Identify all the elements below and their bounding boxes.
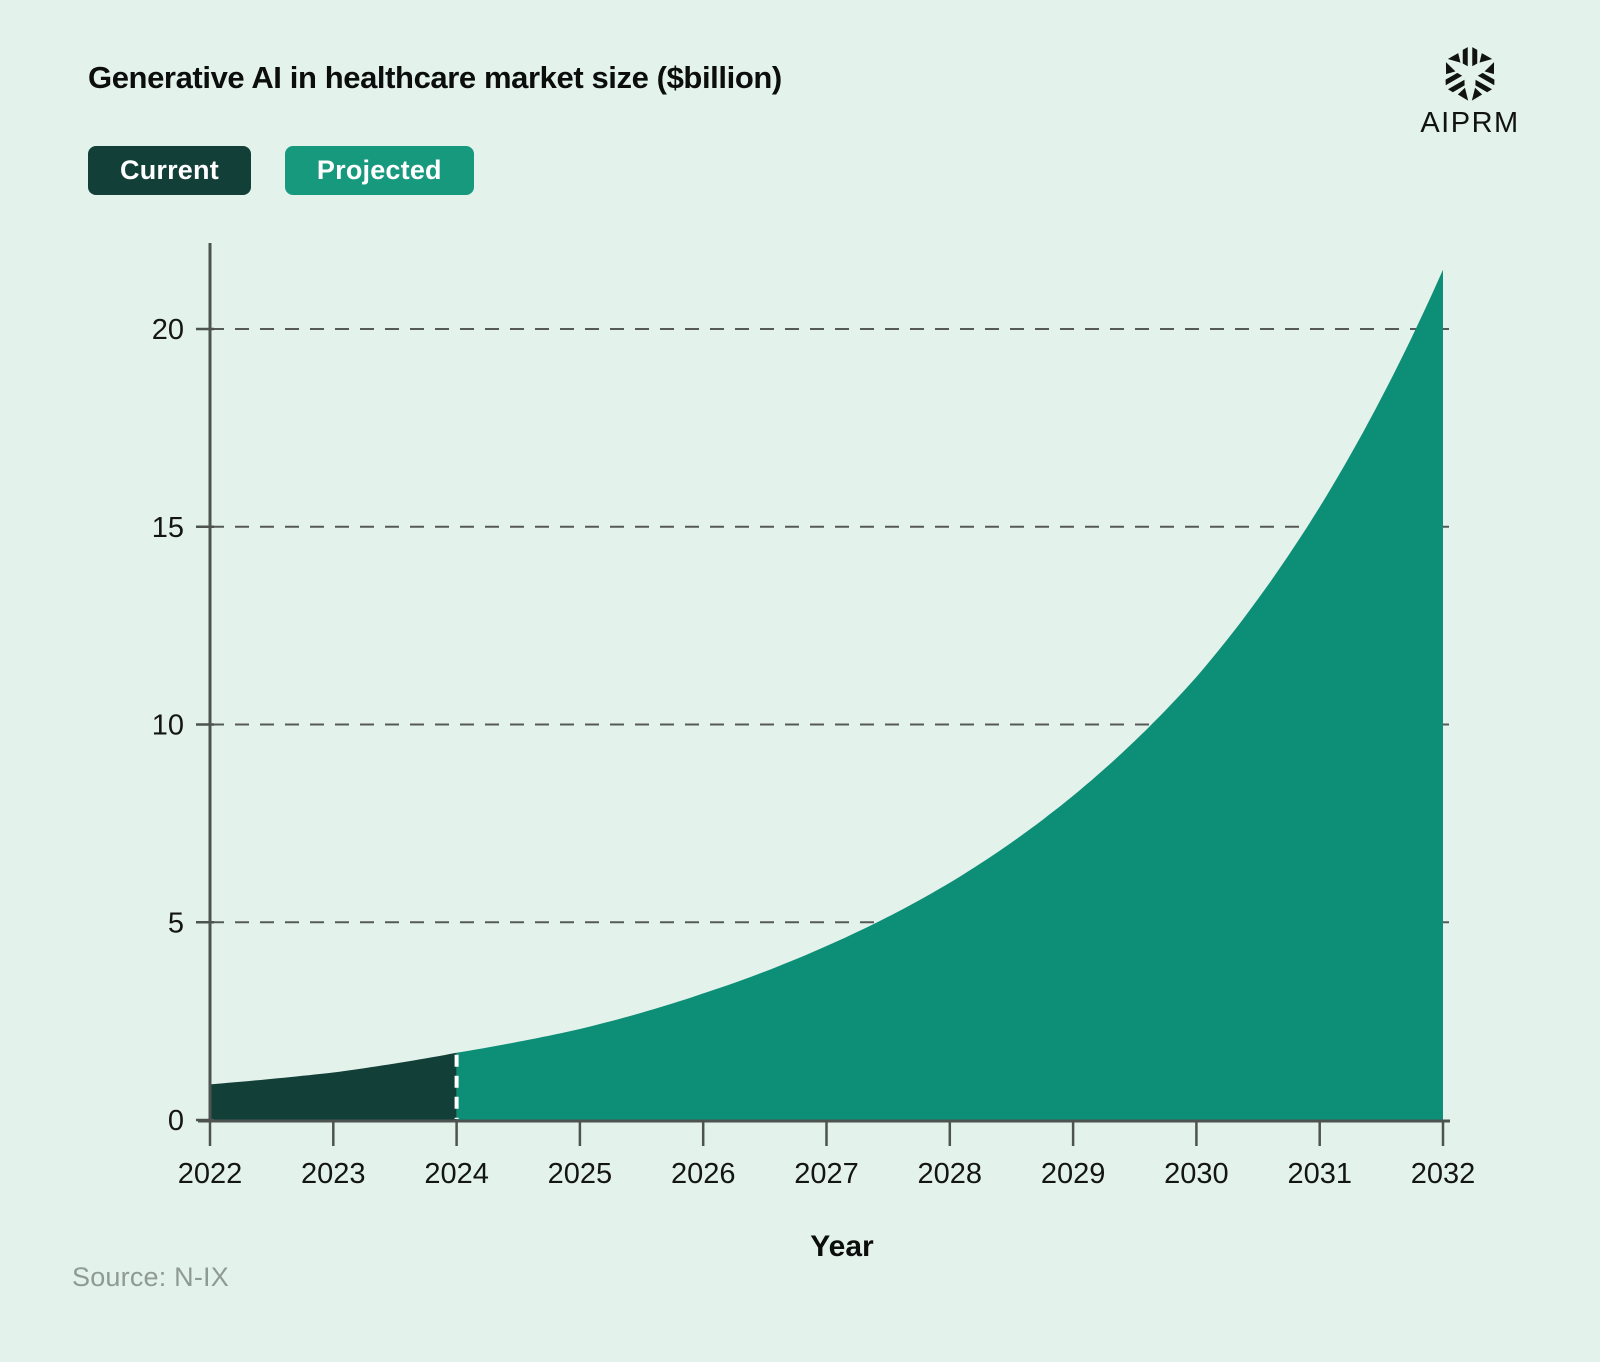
- x-tick-label-2032: 2032: [1411, 1158, 1476, 1190]
- y-tick-label-15: 15: [152, 512, 184, 544]
- x-tick-label-2022: 2022: [178, 1158, 243, 1190]
- brand-block: AIPRM: [1402, 42, 1538, 140]
- chart-title: Generative AI in healthcare market size …: [88, 60, 782, 95]
- legend: Current Projected: [88, 146, 474, 195]
- x-tick-label-2031: 2031: [1287, 1158, 1352, 1190]
- x-tick-label-2026: 2026: [671, 1158, 736, 1190]
- y-tick-label-5: 5: [168, 907, 184, 939]
- legend-chip-projected: Projected: [284, 146, 474, 195]
- x-tick-label-2028: 2028: [918, 1158, 983, 1190]
- x-tick-label-2024: 2024: [424, 1158, 489, 1190]
- y-tick-label-0: 0: [168, 1105, 184, 1137]
- x-tick-label-2029: 2029: [1041, 1158, 1106, 1190]
- source-note: Source: N-IX: [72, 1262, 229, 1292]
- x-tick-label-2030: 2030: [1164, 1158, 1229, 1190]
- legend-chip-current: Current: [88, 146, 251, 195]
- brand-name: AIPRM: [1420, 107, 1520, 139]
- x-tick-label-2027: 2027: [794, 1158, 859, 1190]
- area-projected: [456, 269, 1444, 1121]
- x-axis-title: Year: [810, 1230, 874, 1263]
- area-current: [210, 1052, 457, 1121]
- y-tick-label-10: 10: [152, 710, 184, 742]
- y-tick-label-20: 20: [152, 314, 184, 346]
- x-tick-label-2025: 2025: [548, 1158, 613, 1190]
- aiprm-logo-icon: [1445, 47, 1495, 101]
- x-tick-label-2023: 2023: [301, 1158, 366, 1190]
